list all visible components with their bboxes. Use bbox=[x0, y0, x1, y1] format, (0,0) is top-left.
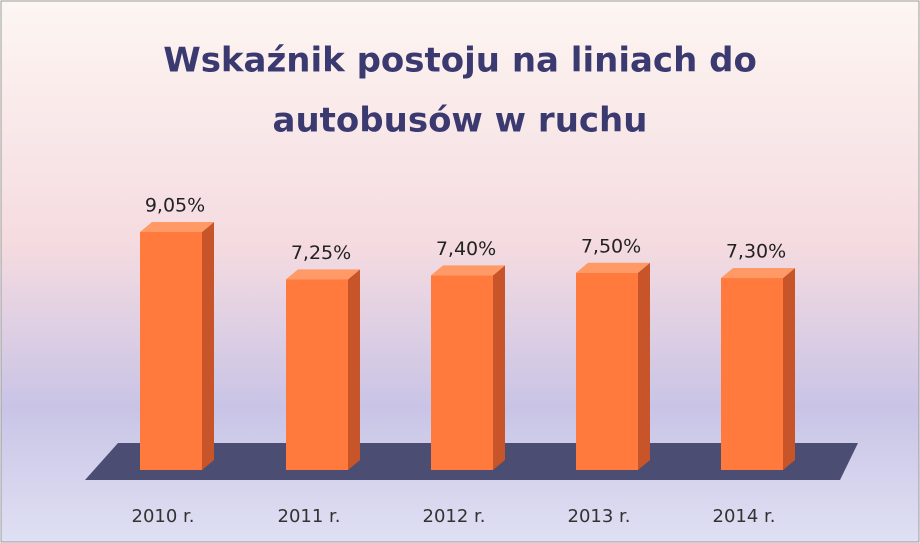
chart-title: Wskaźnik postoju na liniach do bbox=[163, 41, 757, 81]
bar bbox=[576, 272, 638, 470]
x-tick-label: 2011 r. bbox=[278, 506, 341, 527]
bar-top bbox=[286, 269, 360, 280]
bar-side bbox=[493, 265, 505, 470]
x-tick-label: 2012 r. bbox=[423, 506, 486, 527]
bar-top bbox=[431, 265, 505, 276]
value-label: 7,30% bbox=[726, 241, 786, 263]
bar bbox=[721, 278, 783, 470]
bar bbox=[431, 275, 493, 470]
bar-side bbox=[638, 262, 650, 470]
bar-top bbox=[576, 262, 650, 273]
bar-side bbox=[783, 268, 795, 470]
value-label: 9,05% bbox=[145, 194, 205, 216]
chart-title: autobusów w ruchu bbox=[273, 101, 648, 141]
value-label: 7,40% bbox=[436, 238, 496, 260]
value-label: 7,50% bbox=[581, 235, 641, 257]
bar-top bbox=[140, 221, 214, 232]
bar-side bbox=[348, 269, 360, 470]
x-tick-label: 2013 r. bbox=[568, 506, 631, 527]
x-tick-label: 2010 r. bbox=[132, 506, 195, 527]
value-label: 7,25% bbox=[291, 242, 351, 264]
x-tick-label: 2014 r. bbox=[713, 506, 776, 527]
bar-top bbox=[721, 268, 795, 279]
bar bbox=[140, 231, 202, 470]
bar bbox=[286, 279, 348, 470]
bar-side bbox=[202, 221, 214, 470]
